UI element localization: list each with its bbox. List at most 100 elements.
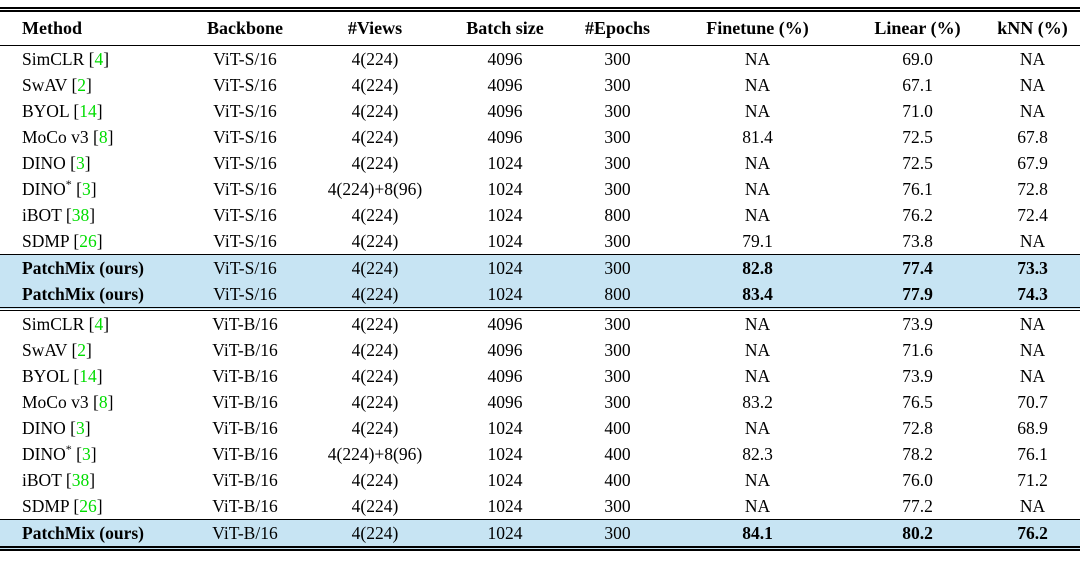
citation-ref: 4	[94, 49, 104, 69]
finetune-cell: 83.4	[665, 281, 850, 309]
citation-ref: 3	[81, 444, 91, 464]
batch-cell: 4096	[487, 366, 523, 386]
method-label: PatchMix (ours)	[22, 284, 144, 304]
knn-cell: NA	[1019, 496, 1046, 516]
epochs-cell: 300	[604, 496, 631, 516]
finetune-cell: NA	[744, 49, 771, 69]
citation-ref: 3	[81, 179, 91, 199]
backbone-cell: ViT-S/16	[180, 254, 310, 281]
epochs-cell: 300	[604, 101, 631, 121]
views-cell: 4(224)	[310, 307, 440, 337]
table-row: SimCLR [4] ViT-B/16 4(224) 4096 300 NA 73.9 NA	[0, 307, 1080, 337]
knn-cell: 71.2	[1017, 470, 1048, 490]
knn-cell: 70.7	[1017, 392, 1048, 412]
views-cell: 4(224)	[351, 366, 399, 386]
backbone-cell: ViT-B/16	[212, 366, 278, 386]
knn-cell: NA	[985, 307, 1080, 337]
table-row: MoCo v3 [8] ViT-B/16 4(224) 4096 300 83.2 76.5…	[0, 389, 1080, 415]
epochs-cell: 300	[570, 307, 665, 337]
epochs-cell: 300	[604, 153, 631, 173]
backbone-cell: ViT-B/16	[212, 418, 278, 438]
citation-ref: 8	[98, 127, 108, 147]
table-row-patchmix: PatchMix (ours) ViT-S/16 4(224) 1024 300 82.8…	[0, 254, 1080, 281]
citation-ref: 2	[77, 75, 87, 95]
method-label: SwAV	[22, 75, 68, 95]
method-cell: SwAV [2]	[22, 340, 92, 360]
knn-cell: 74.3	[985, 281, 1080, 309]
col-header-backbone: Backbone	[180, 9, 310, 46]
finetune-cell: NA	[744, 75, 771, 95]
linear-cell: 72.5	[902, 127, 933, 147]
linear-cell: 76.1	[902, 179, 933, 199]
batch-cell: 4096	[440, 307, 570, 337]
finetune-cell: NA	[744, 205, 771, 225]
method-label: PatchMix (ours)	[22, 523, 144, 543]
table-row: iBOT [38] ViT-B/16 4(224) 1024 400 NA 76.0 71.2	[0, 467, 1080, 493]
knn-cell: NA	[1019, 101, 1046, 121]
method-label: iBOT	[22, 205, 62, 225]
epochs-cell: 300	[604, 231, 631, 251]
batch-cell: 4096	[487, 340, 523, 360]
method-cell: SDMP [26]	[22, 496, 103, 516]
knn-cell: NA	[1019, 340, 1046, 360]
views-cell: 4(224)+8(96)	[327, 179, 423, 199]
method-label: SimCLR	[22, 49, 85, 69]
finetune-cell: NA	[744, 418, 771, 438]
backbone-cell: ViT-S/16	[213, 75, 277, 95]
epochs-cell: 300	[604, 366, 631, 386]
finetune-cell: NA	[744, 496, 771, 516]
method-cell: DINO* [3]	[22, 442, 97, 464]
knn-cell: 73.3	[985, 254, 1080, 281]
backbone-cell: ViT-B/16	[212, 470, 278, 490]
linear-cell: 76.5	[902, 392, 933, 412]
backbone-cell: ViT-B/16	[212, 496, 278, 516]
citation-ref: 14	[79, 101, 97, 121]
table-row: SwAV [2] ViT-B/16 4(224) 4096 300 NA 71.6 NA	[0, 337, 1080, 363]
method-cell: iBOT [38]	[22, 470, 96, 490]
table-row: DINO [3] ViT-B/16 4(224) 1024 400 NA 72.8 68.9	[0, 415, 1080, 441]
table-row: DINO* [3] ViT-B/16 4(224)+8(96) 1024 400 82.3…	[0, 441, 1080, 467]
linear-cell: 67.1	[902, 75, 933, 95]
col-header-batch-size: Batch size	[440, 9, 570, 46]
method-label: DINO	[22, 179, 66, 199]
method-label: MoCo v3	[22, 392, 89, 412]
backbone-cell: ViT-S/16	[213, 101, 277, 121]
citation-ref: 14	[79, 366, 97, 386]
views-cell: 4(224)	[351, 231, 399, 251]
col-header-views: #Views	[310, 9, 440, 46]
views-cell: 4(224)	[351, 75, 399, 95]
method-superscript: *	[65, 442, 72, 457]
knn-cell: 76.1	[1017, 444, 1048, 464]
batch-cell: 1024	[487, 444, 523, 464]
epochs-cell: 300	[570, 254, 665, 281]
linear-cell: 76.0	[902, 470, 933, 490]
backbone-cell: ViT-S/16	[213, 205, 277, 225]
epochs-cell: 300	[604, 127, 631, 147]
batch-cell: 1024	[487, 153, 523, 173]
table-row: SDMP [26] ViT-S/16 4(224) 1024 300 79.1 73.8 NA	[0, 228, 1080, 255]
method-cell: iBOT [38]	[22, 205, 96, 225]
linear-cell: 76.2	[902, 205, 933, 225]
finetune-cell: 81.4	[742, 127, 773, 147]
batch-cell: 4096	[487, 101, 523, 121]
batch-cell: 1024	[487, 205, 523, 225]
table-row: BYOL [14] ViT-B/16 4(224) 4096 300 NA 73.9 NA	[0, 363, 1080, 389]
epochs-cell: 400	[604, 470, 631, 490]
method-cell: MoCo v3 [8]	[22, 392, 114, 412]
finetune-cell: NA	[744, 153, 771, 173]
epochs-cell: 800	[604, 205, 631, 225]
batch-cell: 1024	[440, 281, 570, 309]
table-row-patchmix: PatchMix (ours) ViT-B/16 4(224) 1024 300 84.1…	[0, 519, 1080, 549]
batch-cell: 4096	[487, 392, 523, 412]
table-row: BYOL [14] ViT-S/16 4(224) 4096 300 NA 71.0 NA	[0, 98, 1080, 124]
table-row: SwAV [2] ViT-S/16 4(224) 4096 300 NA 67.1 NA	[0, 72, 1080, 98]
knn-cell: NA	[1019, 75, 1046, 95]
citation-ref: 38	[71, 205, 90, 225]
finetune-cell: NA	[744, 366, 771, 386]
finetune-cell: 83.2	[742, 392, 773, 412]
finetune-cell: 82.8	[665, 254, 850, 281]
method-label: SDMP	[22, 496, 70, 516]
backbone-cell: ViT-B/16	[180, 307, 310, 337]
method-label: DINO	[22, 418, 66, 438]
finetune-cell: 82.3	[742, 444, 773, 464]
